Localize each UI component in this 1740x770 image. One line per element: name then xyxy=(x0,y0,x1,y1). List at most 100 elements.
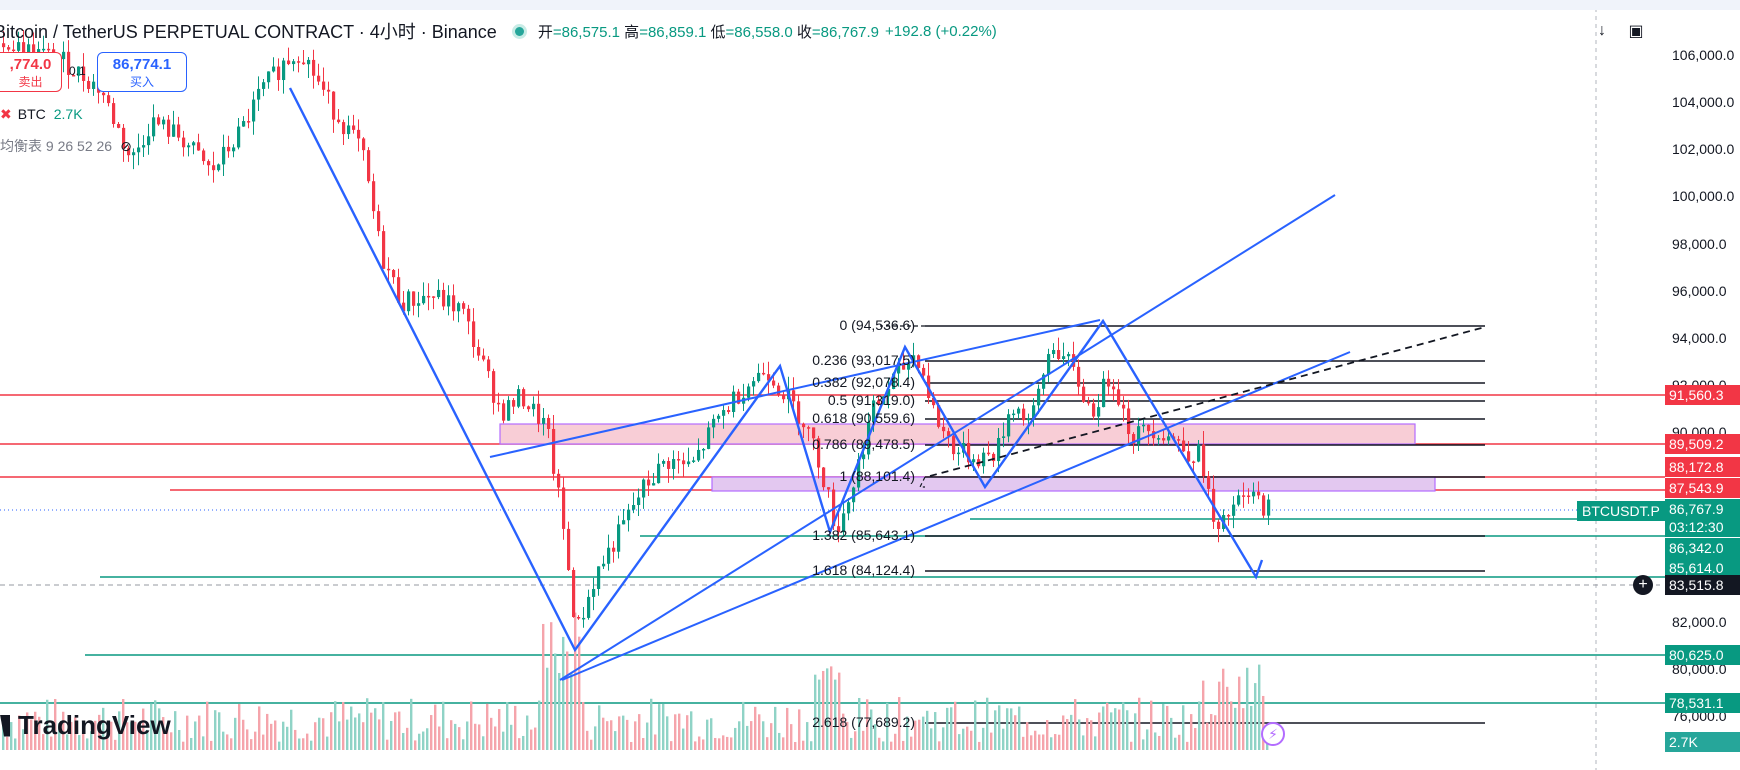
volume-bar xyxy=(646,722,649,750)
fib-level-label: 1 (88,101.4) xyxy=(839,468,916,484)
candle-body xyxy=(1217,521,1221,529)
volume-bar xyxy=(1198,701,1201,750)
candle-body xyxy=(417,303,421,306)
volume-bar xyxy=(354,717,357,750)
candle-body xyxy=(717,415,721,419)
volume-bar xyxy=(538,700,541,750)
eye-hidden-icon[interactable]: ⊘ xyxy=(120,138,132,154)
volume-bar xyxy=(330,712,333,750)
candle-body xyxy=(1207,476,1211,489)
candle-body xyxy=(527,406,531,410)
volume-bar xyxy=(574,612,577,750)
download-icon[interactable]: ↓ xyxy=(1598,22,1606,39)
volume-bar xyxy=(1110,712,1113,750)
ichimoku-legend[interactable]: 均衡表 9 26 52 26 ⊘ xyxy=(0,136,132,156)
volume-bar xyxy=(918,719,921,750)
price-tag: 85,614.0 xyxy=(1665,558,1740,578)
volume-value: 2.7K xyxy=(53,106,83,122)
volume-bar xyxy=(810,741,813,750)
volume-legend[interactable]: ✖ BTC 2.7K xyxy=(0,106,83,123)
volume-bar xyxy=(70,721,73,750)
volume-bar xyxy=(1158,735,1161,750)
volume-bar xyxy=(714,737,717,750)
volume-bar xyxy=(746,725,749,750)
volume-bar xyxy=(302,738,305,750)
candle-body xyxy=(862,454,866,460)
high-label: 高 xyxy=(624,23,640,41)
volume-bar xyxy=(366,698,369,750)
volume-bar xyxy=(382,702,385,750)
volume-bar xyxy=(974,700,977,750)
volume-bar xyxy=(178,729,181,750)
candle-body xyxy=(1107,378,1111,387)
candle-body xyxy=(1017,408,1021,414)
volume-bar xyxy=(290,709,293,750)
candle-body xyxy=(547,417,551,429)
volume-bar xyxy=(558,673,561,750)
volume-bar xyxy=(1182,705,1185,750)
volume-bar xyxy=(158,708,161,750)
candle-body xyxy=(567,528,571,570)
lightning-icon[interactable]: ⚡ xyxy=(1261,722,1285,746)
candle-body xyxy=(1057,350,1061,359)
volume-bar xyxy=(134,721,137,750)
volume-bar xyxy=(1026,722,1029,750)
candle-body xyxy=(762,372,766,375)
volume-bar xyxy=(1234,707,1237,750)
fib-level-label: 0.5 (91,319.0) xyxy=(827,392,915,408)
volume-bar xyxy=(778,732,781,750)
volume-bar xyxy=(98,714,101,750)
volume-bar xyxy=(46,699,49,750)
volume-bar xyxy=(26,712,29,750)
candle-body xyxy=(797,401,801,424)
candle-body xyxy=(802,423,806,428)
sell-button[interactable]: ,774.0 卖出 xyxy=(0,52,62,92)
volume-bar xyxy=(602,717,605,750)
volume-bar xyxy=(586,730,589,750)
candle-body xyxy=(342,122,346,135)
tradingview-logo[interactable]: TradingView xyxy=(0,710,171,741)
price-tag: 83,515.8 xyxy=(1665,575,1740,595)
candle-body xyxy=(87,80,91,89)
candle-body xyxy=(1097,407,1101,417)
volume-bar xyxy=(594,726,597,750)
candle-body xyxy=(202,150,206,162)
candle-body xyxy=(377,211,381,232)
fullscreen-icon[interactable]: ▣ xyxy=(1628,23,1644,40)
volume-bar xyxy=(766,737,769,750)
candle-body xyxy=(997,437,1001,462)
volume-bar xyxy=(30,719,33,750)
symbol-title[interactable]: Bitcoin / TetherUS PERPETUAL CONTRACT · … xyxy=(0,22,497,42)
candle-body xyxy=(1062,356,1066,359)
volume-bar xyxy=(990,732,993,750)
candle-body xyxy=(347,125,351,135)
high-value: =86,859.1 xyxy=(639,23,707,41)
close-icon[interactable]: ✖ xyxy=(0,106,12,122)
volume-asset: BTC xyxy=(17,106,46,122)
buy-price: 86,774.1 xyxy=(112,56,172,73)
candle-body xyxy=(102,92,106,96)
buy-button[interactable]: 86,774.1 买入 xyxy=(97,52,187,92)
candle-body xyxy=(837,526,841,533)
price-axis-label: 106,000.0 xyxy=(1672,47,1735,63)
candle-body xyxy=(577,616,581,619)
candle-body xyxy=(407,291,411,312)
volume-bar xyxy=(890,741,893,750)
candle-body xyxy=(1257,491,1261,496)
candle-body xyxy=(1267,499,1271,516)
volume-bar xyxy=(2,719,5,750)
volume-bar xyxy=(562,636,565,750)
volume-bar xyxy=(510,724,513,750)
candle-body xyxy=(702,448,706,451)
add-alert-icon[interactable]: + xyxy=(1633,575,1653,595)
candle-body xyxy=(592,588,596,597)
volume-bar xyxy=(470,701,473,750)
candle-body xyxy=(112,103,116,124)
volume-bar xyxy=(374,708,377,750)
volume-bar xyxy=(434,704,437,750)
volume-bar xyxy=(1206,722,1209,750)
volume-bar xyxy=(154,700,157,750)
candle-body xyxy=(357,129,361,139)
